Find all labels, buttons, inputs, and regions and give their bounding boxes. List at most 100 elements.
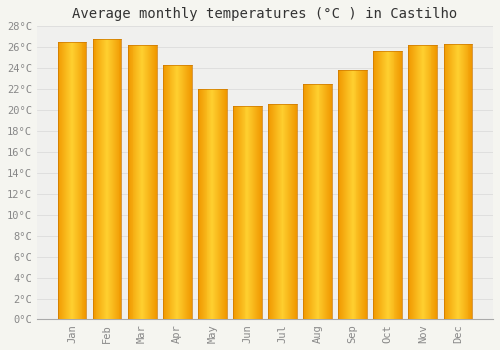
Bar xyxy=(424,45,425,320)
Bar xyxy=(314,84,316,320)
Bar xyxy=(120,39,122,320)
Bar xyxy=(65,42,66,320)
Bar xyxy=(455,44,456,320)
Bar xyxy=(426,45,428,320)
Bar xyxy=(311,84,312,320)
Bar xyxy=(150,45,152,320)
Bar xyxy=(390,51,392,320)
Bar xyxy=(386,51,387,320)
Bar xyxy=(138,45,139,320)
Bar xyxy=(356,70,358,320)
Bar xyxy=(400,51,401,320)
Bar xyxy=(452,44,453,320)
Bar xyxy=(294,104,295,320)
Bar xyxy=(60,42,62,320)
Bar xyxy=(238,106,239,320)
Bar xyxy=(100,39,102,320)
Bar xyxy=(219,89,220,320)
Bar xyxy=(379,51,380,320)
Bar xyxy=(352,70,354,320)
Bar xyxy=(74,42,75,320)
Bar xyxy=(354,70,356,320)
Bar xyxy=(468,44,469,320)
Bar xyxy=(460,44,461,320)
Bar xyxy=(64,42,65,320)
Bar xyxy=(258,106,259,320)
Bar xyxy=(414,45,415,320)
Bar xyxy=(94,39,96,320)
Bar xyxy=(255,106,256,320)
Bar xyxy=(358,70,360,320)
Bar xyxy=(104,39,105,320)
Bar xyxy=(291,104,292,320)
Bar xyxy=(58,42,59,320)
Bar xyxy=(425,45,426,320)
Bar xyxy=(446,44,448,320)
Bar xyxy=(410,45,412,320)
Bar xyxy=(387,51,388,320)
Bar xyxy=(177,65,178,320)
Bar xyxy=(398,51,400,320)
Bar xyxy=(208,89,210,320)
Bar xyxy=(145,45,146,320)
Bar xyxy=(309,84,310,320)
Bar xyxy=(383,51,384,320)
Bar xyxy=(185,65,186,320)
Bar xyxy=(223,89,224,320)
Bar xyxy=(462,44,464,320)
Bar xyxy=(102,39,103,320)
Bar xyxy=(186,65,187,320)
Bar xyxy=(348,70,349,320)
Bar xyxy=(76,42,78,320)
Bar xyxy=(306,84,307,320)
Bar xyxy=(363,70,364,320)
Bar xyxy=(216,89,217,320)
Bar xyxy=(107,39,108,320)
Bar xyxy=(254,106,255,320)
Bar xyxy=(152,45,154,320)
Bar xyxy=(116,39,117,320)
Bar xyxy=(172,65,174,320)
Bar xyxy=(316,84,318,320)
Bar xyxy=(246,106,248,320)
Bar xyxy=(280,104,281,320)
Bar xyxy=(347,70,348,320)
Bar xyxy=(71,42,72,320)
Bar xyxy=(80,42,82,320)
Bar xyxy=(330,84,331,320)
Bar xyxy=(215,89,216,320)
Bar xyxy=(344,70,345,320)
Bar xyxy=(257,106,258,320)
Bar xyxy=(374,51,376,320)
Bar xyxy=(168,65,170,320)
Bar xyxy=(308,84,309,320)
Bar xyxy=(273,104,274,320)
Bar xyxy=(324,84,325,320)
Bar xyxy=(318,84,320,320)
Bar xyxy=(430,45,432,320)
Bar xyxy=(343,70,344,320)
Bar xyxy=(179,65,180,320)
Bar xyxy=(170,65,172,320)
Bar xyxy=(149,45,150,320)
Bar xyxy=(248,106,250,320)
Bar xyxy=(143,45,144,320)
Bar xyxy=(381,51,382,320)
Bar xyxy=(225,89,226,320)
Bar xyxy=(461,44,462,320)
Bar xyxy=(376,51,377,320)
Bar xyxy=(360,70,362,320)
Bar xyxy=(187,65,188,320)
Bar xyxy=(434,45,436,320)
Bar xyxy=(338,70,339,320)
Bar xyxy=(128,45,130,320)
Bar xyxy=(328,84,329,320)
Bar xyxy=(275,104,276,320)
Bar xyxy=(310,84,311,320)
Bar xyxy=(349,70,350,320)
Bar xyxy=(220,89,221,320)
Bar xyxy=(218,89,219,320)
Bar xyxy=(432,45,434,320)
Bar xyxy=(236,106,237,320)
Bar xyxy=(244,106,246,320)
